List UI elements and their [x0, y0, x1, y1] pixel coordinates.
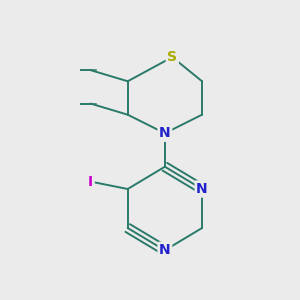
Text: N: N — [196, 182, 208, 196]
Text: I: I — [88, 175, 93, 189]
Text: N: N — [159, 243, 171, 257]
Text: S: S — [167, 50, 177, 64]
Text: N: N — [159, 126, 171, 140]
